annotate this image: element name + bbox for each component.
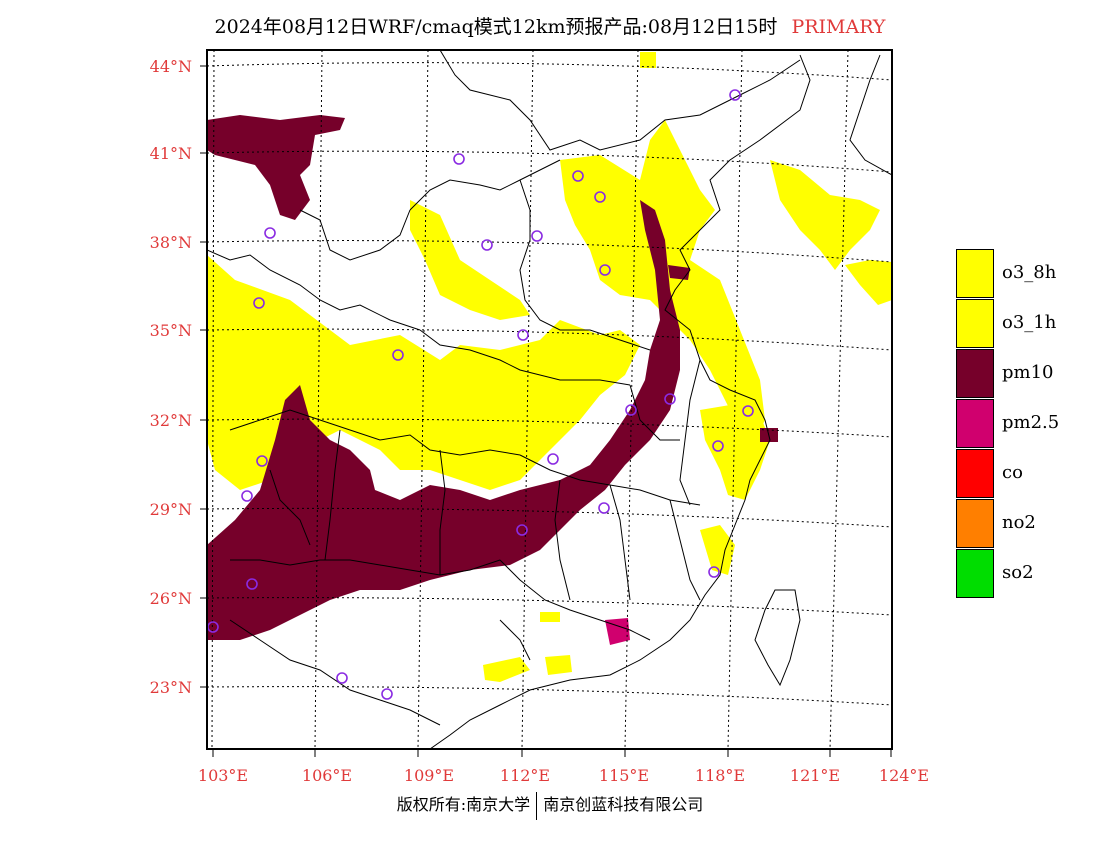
lon-label-121: 121°E <box>790 766 840 785</box>
legend-swatch-no2 <box>956 499 994 548</box>
chart-title: 2024年08月12日WRF/cmaq模式12km预报产品:08月12日15时 P… <box>0 12 1100 39</box>
lat-label-29: 29°N <box>150 500 192 519</box>
lat-axis: 44°N 41°N 38°N 35°N 32°N 29°N 26°N 23°N <box>150 57 207 697</box>
legend-label-o3-8h: o3_8h <box>1002 262 1057 283</box>
legend-label-co: co <box>1002 462 1023 483</box>
legend-swatch-pm10 <box>956 349 994 398</box>
legend-item-pm25: pm2.5 <box>956 399 1096 449</box>
legend-swatch-o3-1h <box>956 299 994 348</box>
pm10-areas <box>207 115 778 645</box>
legend-swatch-so2 <box>956 549 994 598</box>
footer-separator <box>536 791 538 820</box>
map-frame <box>206 49 893 750</box>
legend-item-o3-8h: o3_8h <box>956 249 1096 299</box>
legend-swatch-o3-8h <box>956 249 994 298</box>
lat-label-44: 44°N <box>150 57 192 76</box>
station-markers <box>207 89 754 700</box>
legend-swatch-pm25 <box>956 399 994 448</box>
lon-axis: 103°E 106°E 109°E 112°E 115°E 118°E 121°… <box>198 749 929 785</box>
title-text: 2024年08月12日WRF/cmaq模式12km预报产品:08月12日15时 <box>214 16 778 38</box>
borders <box>207 50 892 749</box>
lon-label-118: 118°E <box>695 766 745 785</box>
graticule <box>207 50 892 749</box>
legend-label-so2: so2 <box>1002 562 1034 583</box>
lon-label-103: 103°E <box>198 766 248 785</box>
lon-label-115: 115°E <box>599 766 649 785</box>
lon-label-124: 124°E <box>879 766 929 785</box>
legend-label-o3-1h: o3_1h <box>1002 312 1057 333</box>
legend-item-co: co <box>956 449 1096 499</box>
map-content <box>207 50 892 749</box>
legend-item-no2: no2 <box>956 499 1096 549</box>
copyright-right: 南京创蓝科技有限公司 <box>543 795 704 814</box>
legend-item-pm10: pm10 <box>956 349 1096 399</box>
legend-item-so2: so2 <box>956 549 1096 599</box>
legend-label-no2: no2 <box>1002 512 1036 533</box>
legend-item-o3-1h: o3_1h <box>956 299 1096 349</box>
lat-label-38: 38°N <box>150 233 192 252</box>
copyright-left: 版权所有:南京大学 <box>396 795 531 814</box>
copyright-footer: 版权所有:南京大学 南京创蓝科技有限公司 <box>0 791 1100 820</box>
lat-label-26: 26°N <box>150 589 192 608</box>
lat-label-32: 32°N <box>150 411 192 430</box>
lon-label-112: 112°E <box>500 766 550 785</box>
legend-swatch-co <box>956 449 994 498</box>
legend-label-pm10: pm10 <box>1002 362 1054 383</box>
primary-tag: PRIMARY <box>791 16 886 38</box>
lat-label-41: 41°N <box>150 144 192 163</box>
legend-label-pm25: pm2.5 <box>1002 412 1060 433</box>
lat-label-23: 23°N <box>150 678 192 697</box>
lon-label-106: 106°E <box>302 766 352 785</box>
lon-label-109: 109°E <box>404 766 454 785</box>
lat-label-35: 35°N <box>150 321 192 340</box>
